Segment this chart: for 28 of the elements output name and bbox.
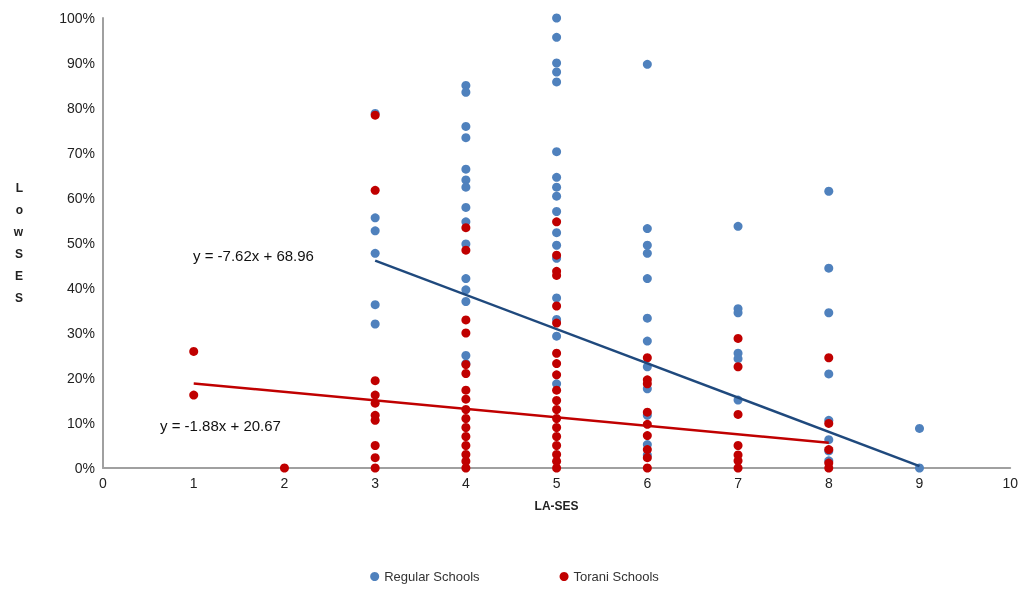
y-tick-label: 10% [66, 415, 95, 431]
x-tick-label: 8 [824, 475, 833, 491]
x-axis-title: LA-SES [534, 499, 579, 513]
x-tick-label: 6 [643, 475, 652, 491]
x-tick-label: 7 [734, 475, 743, 491]
x-tick-label: 4 [461, 475, 470, 491]
annotation: y = -1.88x + 20.67 [160, 417, 281, 434]
y-tick-label: 50% [66, 235, 95, 251]
x-tick-label: 2 [280, 475, 289, 491]
y-tick-label: 100% [59, 10, 95, 26]
annotation: y = -7.62x + 68.96 [193, 247, 314, 264]
legend-label: Regular Schools [384, 569, 481, 584]
legend-label: Torani Schools [573, 569, 660, 584]
y-tick-label: 40% [66, 280, 95, 296]
x-tick-label: 10 [1002, 475, 1019, 491]
y-tick-label: 80% [66, 100, 95, 116]
x-tick-label: 1 [189, 475, 198, 491]
x-tick-label: 9 [915, 475, 924, 491]
y-tick-label: 90% [66, 55, 95, 71]
y-tick-label: 30% [66, 325, 95, 341]
x-tick-label: 0 [99, 475, 108, 491]
x-tick-label: 3 [371, 475, 380, 491]
y-tick-label: 20% [66, 370, 95, 386]
y-tick-label: 0% [74, 460, 95, 476]
y-tick-label: 60% [66, 190, 95, 206]
y-axis-title: LowSES [12, 181, 24, 305]
x-tick-label: 5 [552, 475, 561, 491]
y-tick-label: 70% [66, 145, 95, 161]
